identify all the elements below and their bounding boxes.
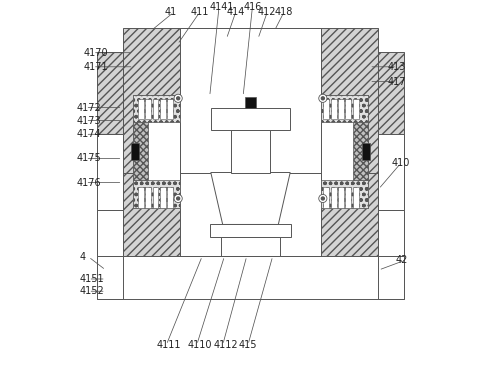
Bar (244, 97, 257, 108)
Bar (331, 99, 337, 119)
Bar (133, 95, 180, 208)
Bar (123, 28, 378, 173)
Text: 4112: 4112 (213, 340, 238, 350)
Bar (133, 95, 180, 122)
Circle shape (319, 194, 327, 203)
Bar (133, 122, 148, 180)
Bar (97, 210, 123, 256)
Text: 4152: 4152 (79, 286, 104, 296)
Bar (145, 187, 151, 208)
Bar (133, 180, 180, 208)
Bar (353, 99, 359, 119)
Bar (180, 28, 321, 173)
Text: 4111: 4111 (157, 340, 181, 350)
Bar (378, 210, 404, 256)
Text: 4170: 4170 (84, 48, 108, 58)
Text: 411: 411 (190, 7, 209, 17)
Bar (346, 187, 351, 208)
Bar (362, 143, 370, 160)
Bar (97, 256, 404, 299)
Bar (97, 256, 123, 299)
Bar (97, 134, 123, 210)
Circle shape (321, 97, 324, 100)
Bar (210, 224, 291, 237)
Bar (323, 187, 329, 208)
Text: 414: 414 (226, 7, 245, 17)
Bar (353, 187, 359, 208)
Bar (123, 173, 378, 256)
Text: 4171: 4171 (84, 62, 108, 72)
Circle shape (177, 197, 180, 200)
Bar (97, 210, 123, 256)
Circle shape (174, 194, 182, 203)
Text: 418: 418 (275, 7, 293, 17)
Bar (138, 99, 144, 119)
Bar (231, 130, 270, 173)
Text: 410: 410 (391, 158, 410, 168)
Bar (346, 99, 351, 119)
Text: 41: 41 (164, 7, 177, 17)
Bar (153, 99, 158, 119)
Bar (180, 173, 321, 256)
Bar (153, 187, 158, 208)
Bar (378, 52, 404, 210)
Text: 4151: 4151 (79, 274, 104, 284)
Bar (338, 187, 344, 208)
Text: 413: 413 (388, 62, 406, 72)
Bar (353, 122, 368, 180)
Text: 4174: 4174 (76, 129, 101, 139)
Bar (378, 256, 404, 299)
Text: 416: 416 (243, 3, 262, 12)
Circle shape (174, 94, 182, 102)
Circle shape (321, 197, 324, 200)
Bar (97, 52, 123, 210)
Bar (321, 95, 368, 122)
Bar (131, 143, 139, 160)
Text: 417: 417 (388, 77, 406, 86)
Bar (211, 108, 290, 130)
Text: 4173: 4173 (76, 116, 101, 125)
Bar (160, 99, 166, 119)
Bar (338, 99, 344, 119)
Text: 42: 42 (395, 256, 408, 265)
Bar (167, 99, 173, 119)
Text: 4141: 4141 (210, 3, 234, 12)
Bar (331, 187, 337, 208)
Bar (138, 187, 144, 208)
Text: 4176: 4176 (76, 178, 101, 187)
Text: 4: 4 (79, 252, 85, 262)
Text: 412: 412 (258, 7, 277, 17)
Text: 4110: 4110 (187, 340, 212, 350)
Text: 4175: 4175 (76, 154, 101, 163)
Text: 4172: 4172 (76, 103, 101, 112)
Bar (378, 134, 404, 210)
Bar (167, 187, 173, 208)
Bar (221, 237, 280, 256)
Bar (145, 99, 151, 119)
Bar (323, 99, 329, 119)
Bar (321, 95, 368, 208)
Polygon shape (211, 173, 290, 224)
Bar (160, 187, 166, 208)
Text: 415: 415 (238, 340, 257, 350)
Bar (321, 180, 368, 208)
Circle shape (319, 94, 327, 102)
Bar (378, 210, 404, 256)
Circle shape (177, 97, 180, 100)
